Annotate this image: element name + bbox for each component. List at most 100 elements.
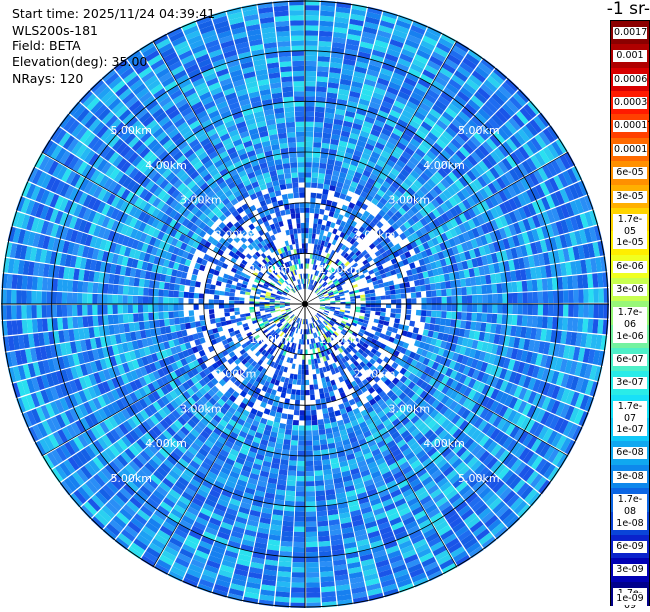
ppi-gate xyxy=(169,537,184,548)
ppi-gate xyxy=(59,183,70,197)
ppi-gate xyxy=(64,441,76,456)
ppi-gate xyxy=(220,466,231,476)
ppi-gate xyxy=(174,557,190,568)
ppi-gate xyxy=(135,412,146,424)
ppi-gate xyxy=(376,398,385,407)
ppi-gate xyxy=(468,330,476,340)
ppi-gate xyxy=(169,228,178,238)
ppi-gate xyxy=(344,310,351,314)
ppi-gate xyxy=(263,283,269,288)
ppi-gate xyxy=(528,255,536,268)
ppi-gate xyxy=(588,226,598,242)
ppi-gate xyxy=(438,134,451,146)
ppi-gate xyxy=(446,264,454,273)
ppi-gate xyxy=(374,39,389,49)
ppi-gate xyxy=(224,440,234,449)
ppi-gate xyxy=(48,331,55,345)
ppi-gate xyxy=(110,208,120,220)
ppi-gate xyxy=(573,304,579,318)
ppi-gate xyxy=(372,280,379,286)
ppi-gate xyxy=(429,108,442,119)
ppi-gate xyxy=(401,151,412,161)
ppi-gate xyxy=(521,191,532,205)
ppi-gate xyxy=(401,354,409,362)
ppi-gate xyxy=(347,561,361,570)
ppi-gate xyxy=(235,563,250,572)
ppi-gate xyxy=(116,411,127,423)
ppi-gate xyxy=(179,278,186,285)
ppi-gate xyxy=(147,382,156,393)
ppi-gate xyxy=(424,461,436,472)
ppi-gate xyxy=(455,279,462,288)
ppi-gate xyxy=(135,185,145,197)
ppi-gate xyxy=(530,327,537,340)
ppi-gate xyxy=(283,403,290,410)
ppi-gate xyxy=(181,412,191,423)
ppi-gate xyxy=(180,440,191,450)
ppi-gate xyxy=(439,558,455,570)
ppi-gate xyxy=(313,450,321,456)
ppi-gate xyxy=(327,406,334,413)
ppi-gate xyxy=(328,254,333,261)
ppi-gate xyxy=(410,24,426,36)
ppi-gate xyxy=(67,242,75,255)
ppi-gate xyxy=(570,216,579,231)
ppi-gate xyxy=(374,350,382,358)
ppi-gate xyxy=(507,409,518,423)
ppi-gate xyxy=(392,127,404,137)
ppi-gate xyxy=(280,545,293,552)
ppi-gate xyxy=(270,343,276,350)
ppi-gate xyxy=(349,90,361,99)
ppi-gate xyxy=(306,263,310,269)
ppi-gate xyxy=(267,544,280,551)
ppi-gate xyxy=(524,419,536,433)
ppi-gate xyxy=(147,194,157,205)
ppi-gate xyxy=(234,329,241,335)
ppi-gate xyxy=(87,386,97,399)
ppi-gate xyxy=(520,350,529,363)
ppi-gate xyxy=(68,216,78,229)
ppi-gate xyxy=(495,483,509,497)
ppi-gate xyxy=(92,199,102,212)
ppi-gate xyxy=(349,576,364,585)
ppi-gate xyxy=(331,239,337,246)
ppi-gate xyxy=(366,11,382,20)
ppi-gate xyxy=(491,283,498,294)
ppi-gate xyxy=(568,289,574,303)
ppi-gate xyxy=(313,343,317,349)
ppi-gate xyxy=(292,557,305,563)
ppi-gate xyxy=(166,541,181,553)
ppi-gate xyxy=(186,229,195,239)
ppi-gate xyxy=(7,258,15,274)
ppi-gate xyxy=(345,306,351,309)
ppi-gate xyxy=(326,437,335,445)
ppi-gate xyxy=(522,389,533,402)
ppi-gate xyxy=(237,553,252,562)
ppi-gate xyxy=(330,268,336,274)
ppi-gate xyxy=(517,504,531,519)
ppi-gate xyxy=(366,361,373,369)
ppi-gate xyxy=(359,421,368,429)
ppi-gate xyxy=(336,285,342,290)
ppi-gate xyxy=(373,146,383,155)
ppi-gate xyxy=(407,372,416,381)
ppi-gate xyxy=(462,57,477,70)
ppi-gate xyxy=(412,405,422,415)
ppi-gate xyxy=(422,357,430,366)
ppi-gate xyxy=(417,490,430,501)
ppi-gate xyxy=(183,436,194,446)
ppi-gate xyxy=(554,190,565,205)
ppi-gate xyxy=(54,195,64,210)
ppi-gate xyxy=(208,334,216,341)
ppi-gate xyxy=(38,332,45,347)
ppi-gate xyxy=(225,423,235,432)
ppi-gate xyxy=(220,394,229,403)
ppi-gate xyxy=(257,365,264,372)
ppi-gate xyxy=(11,211,21,227)
ppi-gate xyxy=(587,273,594,288)
ppi-gate xyxy=(347,431,356,439)
ppi-gate xyxy=(291,430,299,436)
ppi-gate xyxy=(278,316,284,321)
ppi-gate xyxy=(106,481,119,494)
ppi-gate xyxy=(444,160,456,172)
